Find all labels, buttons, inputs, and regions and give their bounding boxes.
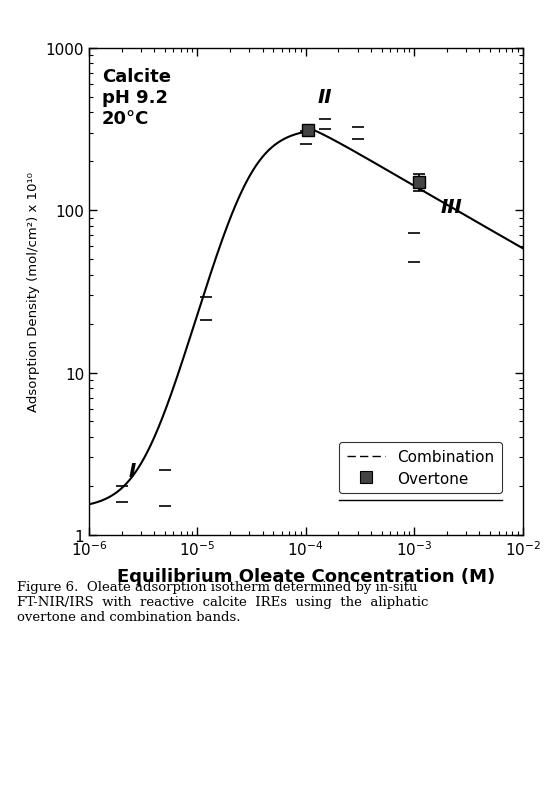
Y-axis label: Adsorption Density (mol/cm²) x 10¹⁰: Adsorption Density (mol/cm²) x 10¹⁰: [27, 172, 40, 412]
Text: Figure 6.  Oleate adsorption isotherm determined by in-situ
FT-NIR/IRS  with  re: Figure 6. Oleate adsorption isotherm det…: [17, 580, 428, 623]
X-axis label: Equilibrium Oleate Concentration (M): Equilibrium Oleate Concentration (M): [117, 567, 495, 585]
Legend: Combination, Overtone: Combination, Overtone: [339, 442, 502, 494]
Text: Calcite
pH 9.2
20°C: Calcite pH 9.2 20°C: [102, 68, 171, 127]
Text: I: I: [128, 461, 136, 480]
Text: II: II: [317, 88, 332, 107]
Text: III: III: [440, 198, 462, 217]
